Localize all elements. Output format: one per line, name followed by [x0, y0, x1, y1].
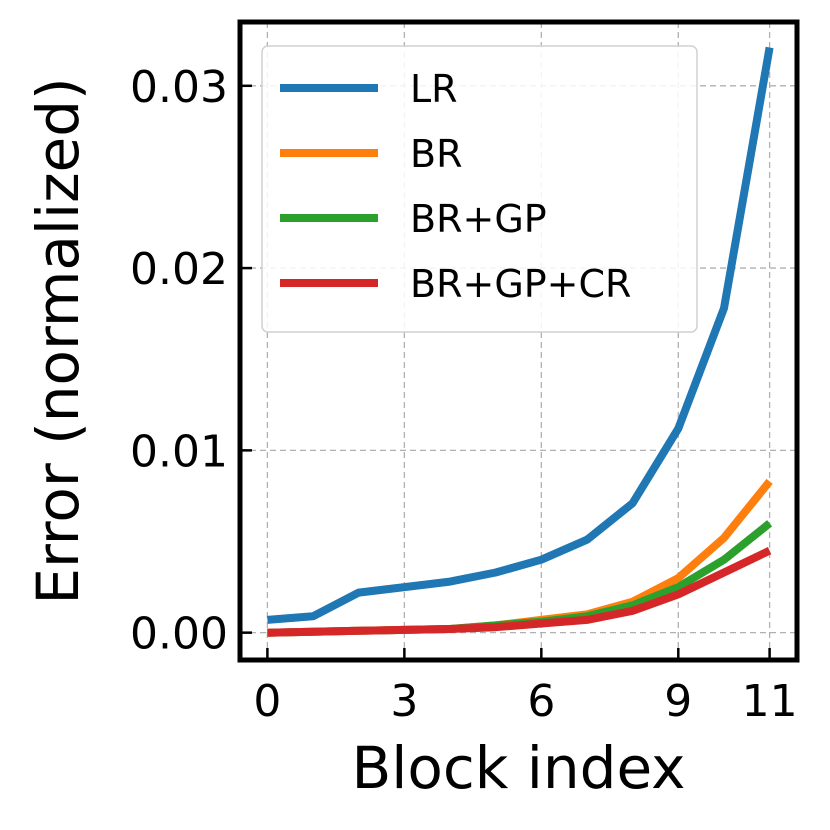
x-axis-label: Block index — [352, 734, 686, 802]
series-line-br — [267, 478, 773, 637]
legend-label: BR — [410, 132, 462, 176]
y-tick-label: 0.01 — [130, 426, 228, 477]
legend-box — [261, 45, 698, 333]
legend: LR BR BR+GP BR+GP+CR — [261, 45, 698, 333]
y-tick-label: 0.02 — [130, 244, 228, 295]
y-tick-label: 0.00 — [130, 609, 228, 660]
y-axis-label: Error (normalized) — [24, 77, 92, 604]
axis-ticks: 0 3 6 9 11 0.00 0.01 0.02 0.03 — [130, 62, 798, 727]
legend-label: BR+GP — [410, 197, 547, 241]
legend-label: BR+GP+CR — [410, 262, 631, 306]
x-tick-label: 0 — [253, 676, 281, 727]
series-line-br-gp-cr — [267, 546, 772, 637]
series-line-br-gp — [267, 520, 773, 637]
plot-frame — [237, 19, 800, 663]
x-tick-label: 3 — [390, 676, 418, 727]
y-tick-label: 0.03 — [130, 62, 228, 113]
x-tick-label: 6 — [527, 676, 555, 727]
series-lines — [267, 46, 774, 637]
series-line-lr — [267, 46, 774, 624]
x-tick-label: 11 — [742, 676, 798, 727]
x-tick-label: 9 — [664, 676, 692, 727]
legend-label: LR — [410, 67, 458, 111]
